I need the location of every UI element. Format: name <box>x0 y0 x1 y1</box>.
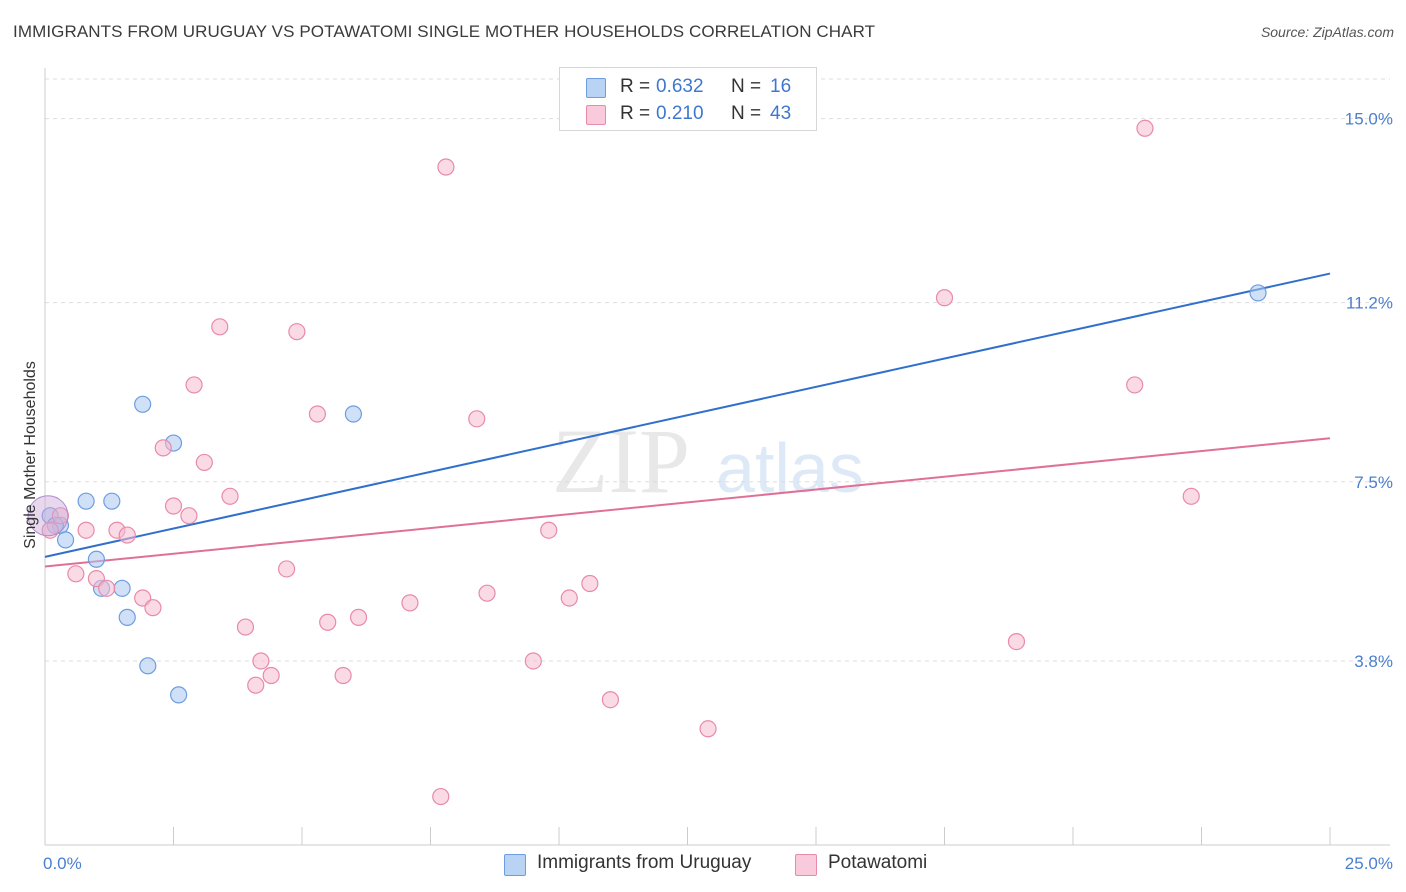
point-potawatomi <box>601 691 620 709</box>
bottom-legend-label: Immigrants from Uruguay <box>537 852 752 873</box>
bottom-legend-swatch-pink <box>795 854 817 876</box>
point-potawatomi <box>211 318 229 336</box>
point-uruguay <box>103 492 121 510</box>
point-potawatomi <box>1182 487 1200 505</box>
point-potawatomi <box>252 652 270 670</box>
point-potawatomi <box>560 589 578 607</box>
y-tick-label: 3.8% <box>1354 652 1393 671</box>
point-potawatomi <box>221 487 239 505</box>
point-uruguay <box>77 492 95 510</box>
point-uruguay <box>87 550 106 568</box>
point-potawatomi <box>524 652 542 670</box>
y-tick-label: 15.0% <box>1345 110 1393 129</box>
data-points <box>27 119 1267 806</box>
point-potawatomi <box>262 666 280 685</box>
trend-lines <box>44 272 1331 568</box>
point-potawatomi <box>288 323 306 341</box>
legend-r-label: R = <box>620 76 651 97</box>
point-potawatomi <box>581 574 599 593</box>
point-potawatomi <box>334 666 352 685</box>
point-potawatomi <box>277 560 296 578</box>
point-potawatomi <box>164 497 183 515</box>
point-potawatomi <box>540 521 558 539</box>
point-uruguay <box>139 657 157 675</box>
point-potawatomi <box>118 526 136 544</box>
point-uruguay <box>113 579 131 597</box>
point-potawatomi <box>67 565 85 583</box>
point-potawatomi <box>77 521 95 539</box>
point-potawatomi <box>247 676 265 694</box>
point-uruguay <box>1249 284 1267 302</box>
point-potawatomi <box>401 594 419 612</box>
point-potawatomi <box>468 410 486 428</box>
legend-swatch-blue <box>586 78 606 98</box>
bottom-legend-swatch-blue <box>504 854 526 876</box>
chart-title: IMMIGRANTS FROM URUGUAY VS POTAWATOMI SI… <box>13 22 876 41</box>
axes <box>44 68 1390 846</box>
x-tick-label: 25.0% <box>1345 854 1393 873</box>
trend-line-potawatomi <box>44 437 1331 568</box>
source-credit: Source: ZipAtlas.com <box>1260 24 1394 40</box>
legend-r-label: R = <box>620 103 651 124</box>
point-potawatomi <box>144 599 162 617</box>
point-potawatomi <box>185 376 203 394</box>
correlation-legend: R = 0.632 N = 16 R = 0.210 N = 43 <box>559 67 817 131</box>
point-potawatomi <box>935 289 954 307</box>
point-potawatomi <box>478 584 496 602</box>
tick-labels: 3.8% 7.5% 11.2% 15.0% 0.0% 25.0% <box>43 110 1393 873</box>
point-potawatomi <box>437 158 455 176</box>
legend-n-value: 43 <box>770 103 792 124</box>
legend-swatch-pink <box>586 105 606 125</box>
point-potawatomi <box>1136 119 1154 137</box>
point-uruguay <box>56 531 75 549</box>
point-potawatomi <box>154 439 172 457</box>
bottom-legend-label: Potawatomi <box>828 852 928 873</box>
grid-lines <box>45 78 1390 662</box>
point-cluster <box>27 495 69 537</box>
point-uruguay <box>344 405 362 423</box>
y-tick-label: 11.2% <box>1346 294 1393 313</box>
legend-n-value: 16 <box>770 76 792 97</box>
legend-r-value: 0.632 <box>656 76 704 97</box>
point-potawatomi <box>349 608 368 626</box>
point-potawatomi <box>41 521 59 539</box>
trend-line-uruguay <box>44 272 1331 558</box>
point-uruguay <box>134 395 152 413</box>
legend-n-label: N = <box>731 76 762 97</box>
point-potawatomi <box>699 720 717 738</box>
point-potawatomi <box>1007 633 1026 651</box>
point-potawatomi <box>432 787 450 806</box>
point-uruguay <box>118 608 136 626</box>
legend-n-label: N = <box>731 103 762 124</box>
y-tick-label: 7.5% <box>1354 473 1393 492</box>
watermark: ZIP atlas <box>552 410 864 512</box>
point-uruguay <box>170 686 188 704</box>
point-potawatomi <box>319 613 337 631</box>
point-potawatomi <box>308 405 327 423</box>
watermark-zip: ZIP <box>552 410 690 512</box>
point-potawatomi <box>98 579 116 597</box>
legend-r-value: 0.210 <box>656 103 704 124</box>
point-potawatomi <box>180 507 198 525</box>
x-tick-label: 0.0% <box>43 854 82 873</box>
point-potawatomi <box>236 618 255 636</box>
point-potawatomi <box>1126 376 1144 394</box>
watermark-atlas: atlas <box>716 429 864 507</box>
y-axis-label: Single Mother Households <box>22 361 39 549</box>
point-potawatomi <box>195 453 213 472</box>
